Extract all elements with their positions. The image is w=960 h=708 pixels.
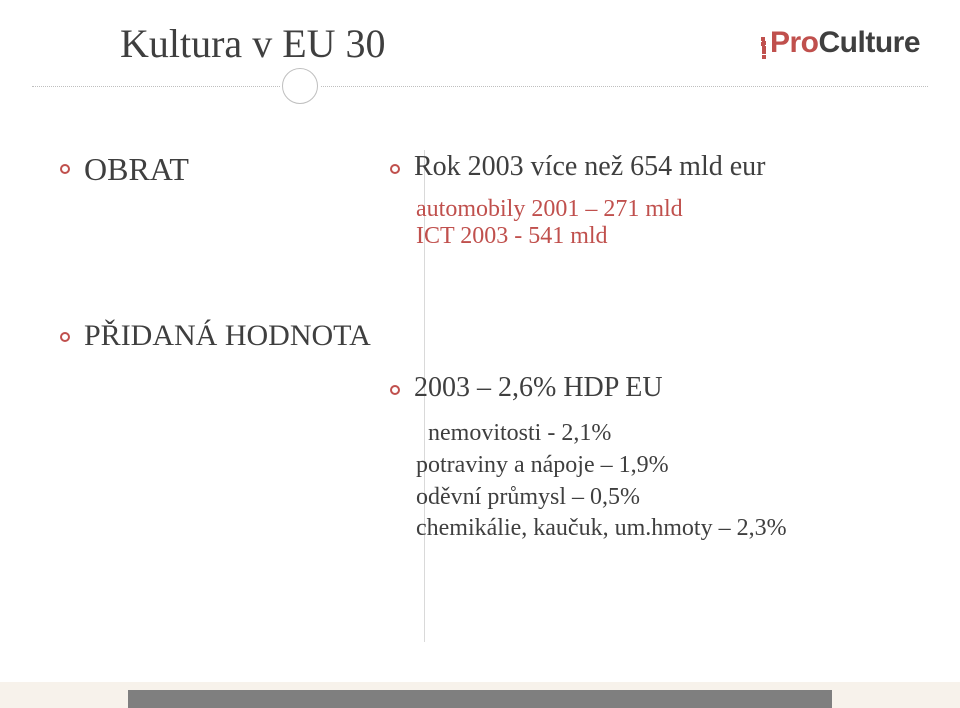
proculture-logo: ProCulture <box>760 26 920 60</box>
slide: Kultura v EU 30 ProCulture OBRAT PŘ <box>0 0 960 708</box>
left-heading-1-block: OBRAT <box>60 150 380 188</box>
logo-part2: Culture <box>819 26 921 59</box>
right-block2-comp3: oděvní průmysl – 0,5% <box>416 484 920 512</box>
right-column: Rok 2003 více než 654 mld eur automobily… <box>380 150 920 640</box>
right-block-2: 2003 – 2,6% HDP EU nemovitosti - 2,1% po… <box>390 371 920 543</box>
right-block2-comp2: potraviny a nápoje – 1,9% <box>416 452 920 480</box>
bullet-row: OBRAT <box>60 150 380 188</box>
left-heading-1: OBRAT <box>84 150 189 188</box>
bullet-row: PŘIDANÁ HODNOTA <box>60 318 380 354</box>
divider-circle-icon <box>282 68 318 104</box>
title-row: Kultura v EU 30 ProCulture <box>0 20 960 80</box>
spacer <box>390 261 920 371</box>
right-block1-comp2: ICT 2003 - 541 mld <box>416 223 920 251</box>
left-heading-2: PŘIDANÁ HODNOTA <box>84 318 371 354</box>
spacer <box>60 198 380 318</box>
right-block1-comp1: automobily 2001 – 271 mld <box>416 196 920 224</box>
bullet-icon <box>390 164 400 174</box>
left-column: OBRAT PŘIDANÁ HODNOTA <box>0 150 380 640</box>
slide-title: Kultura v EU 30 <box>120 20 386 67</box>
bullet-row: Rok 2003 více než 654 mld eur <box>390 150 920 184</box>
right-block1-line1: Rok 2003 více než 654 mld eur <box>414 150 765 184</box>
bullet-icon <box>60 332 70 342</box>
bullet-icon <box>390 385 400 395</box>
divider-line <box>32 86 928 87</box>
right-block2-line1: 2003 – 2,6% HDP EU <box>414 371 663 405</box>
right-block-1: Rok 2003 více než 654 mld eur automobily… <box>390 150 920 251</box>
logo-pixel-icon <box>760 36 766 47</box>
bullet-icon <box>60 164 70 174</box>
logo-part1: Pro <box>770 26 819 59</box>
right-block2-comp4: chemikálie, kaučuk, um.hmoty – 2,3% <box>416 515 836 543</box>
bottom-bar-inner <box>128 690 832 708</box>
left-heading-2-block: PŘIDANÁ HODNOTA <box>60 318 380 354</box>
content-area: OBRAT PŘIDANÁ HODNOTA Rok 2003 více než … <box>0 150 960 640</box>
bullet-row: 2003 – 2,6% HDP EU <box>390 371 920 405</box>
right-block2-comp1: nemovitosti - 2,1% <box>428 420 920 448</box>
